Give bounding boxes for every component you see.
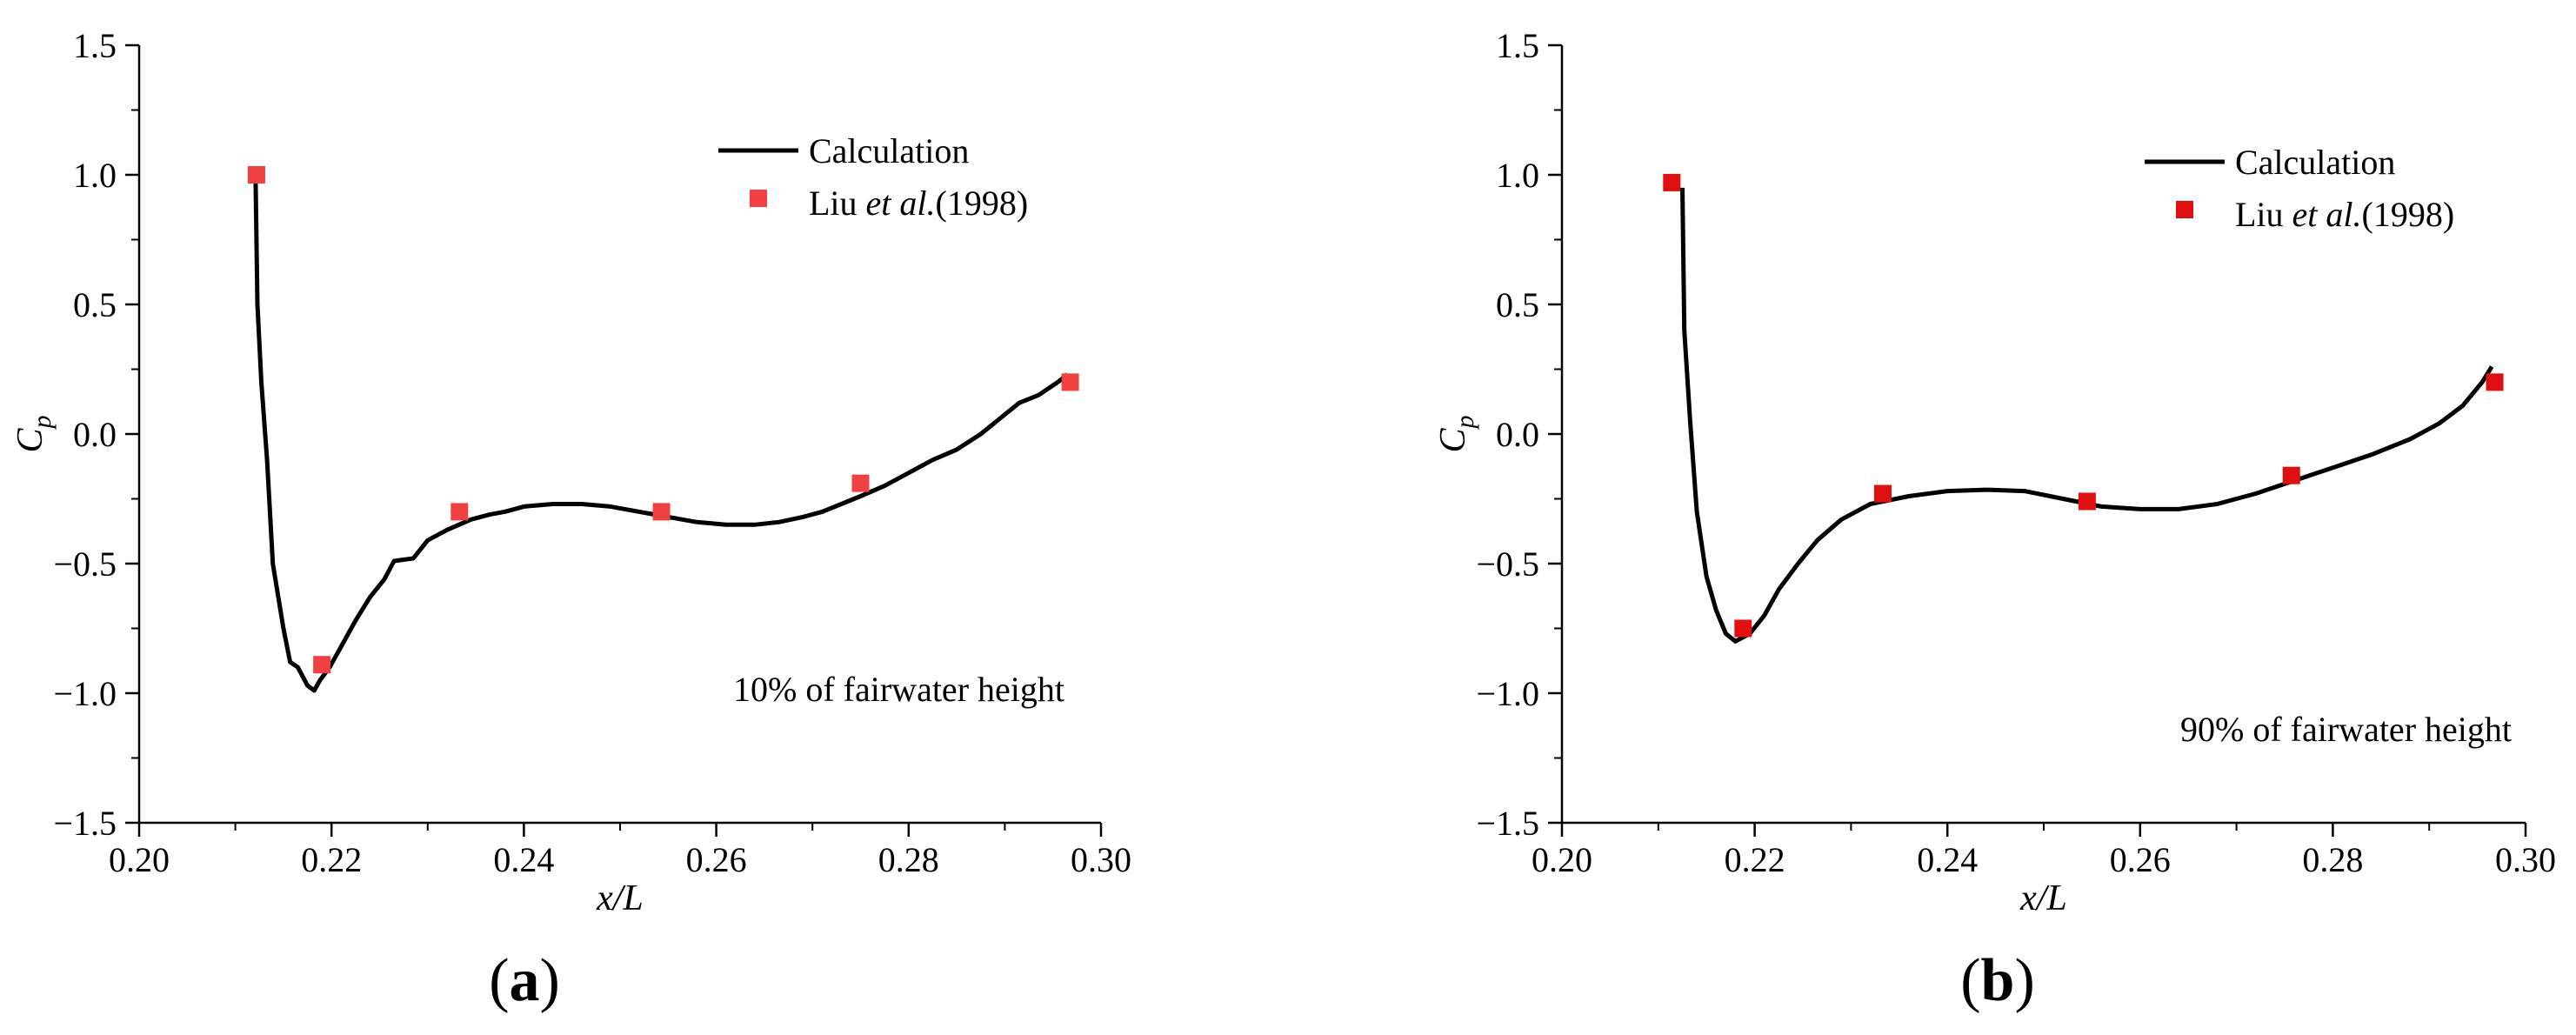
- y-axis-label-main: C: [1433, 428, 1473, 453]
- legend-liu-etal: et al.: [866, 184, 936, 223]
- data-point: [2486, 373, 2504, 391]
- data-point: [851, 474, 870, 492]
- x-tick-label: 0.24: [1917, 840, 1978, 879]
- legend-liu-name: Liu: [2235, 195, 2292, 234]
- y-tick-label: 1.0: [73, 156, 117, 195]
- x-tick-label: 0.26: [686, 840, 747, 879]
- data-point: [450, 503, 469, 521]
- legend-liu-year: (1998): [936, 184, 1029, 223]
- legend-liu-year: (1998): [2362, 195, 2455, 234]
- data-point: [247, 166, 265, 184]
- panel-label: (a): [489, 947, 560, 1014]
- x-tick-label: 0.20: [109, 840, 170, 879]
- x-tick-label: 0.26: [2110, 840, 2171, 879]
- x-tick-label: 0.30: [1071, 840, 1131, 879]
- panel-label: (b): [1960, 947, 2035, 1014]
- y-axis-label: Cp: [10, 415, 57, 452]
- y-axis-label-main: C: [10, 428, 50, 453]
- x-tick-label: 0.28: [2302, 840, 2363, 879]
- y-tick-label: −1.0: [1476, 674, 1539, 713]
- y-tick-label: −1.5: [1476, 804, 1539, 843]
- data-point: [1734, 619, 1752, 638]
- y-tick-label: −1.0: [53, 674, 117, 713]
- y-tick-label: −0.5: [1476, 544, 1539, 584]
- panel-paren-open: (: [489, 947, 509, 1014]
- axes: 0.20 0.22 0.24 0.26 0.28 0.30 −1.5 −1.0 −0.5 0.0 0…: [10, 26, 1131, 918]
- legend-calculation-label: Calculation: [2235, 143, 2395, 182]
- y-tick-label: 1.5: [73, 26, 117, 65]
- x-axis-label: x/L: [2019, 878, 2067, 918]
- panel-a: 0.20 0.22 0.24 0.26 0.28 0.30 −1.5 −1.0 −0.5 0.0 0…: [10, 26, 1131, 1014]
- y-tick-label: −0.5: [53, 544, 117, 584]
- x-tick-label: 0.22: [301, 840, 362, 879]
- y-tick-label: −1.5: [53, 804, 117, 843]
- x-tick-label: 0.20: [1532, 840, 1592, 879]
- legend-liu-swatch: [2176, 201, 2193, 218]
- y-tick-label: 0.5: [73, 285, 117, 324]
- data-point: [1873, 484, 1892, 503]
- x-tick-label: 0.22: [1725, 840, 1785, 879]
- data-point: [2078, 492, 2096, 511]
- x-tick-label: 0.30: [2495, 840, 2556, 879]
- annotation-label: 90% of fairwater height: [2180, 710, 2512, 749]
- panel-letter: a: [510, 947, 540, 1014]
- data-point: [2282, 466, 2300, 484]
- legend-liu-etal: et al.: [2292, 195, 2362, 234]
- x-axis-label: x/L: [596, 878, 644, 918]
- y-tick-label: 1.0: [1496, 156, 1539, 195]
- annotation-label: 10% of fairwater height: [733, 670, 1064, 709]
- legend-calculation-label: Calculation: [809, 131, 969, 170]
- legend-liu-name: Liu: [809, 184, 866, 223]
- panel-letter: b: [1981, 947, 2015, 1014]
- y-axis-label-subscript: p: [1451, 415, 1479, 430]
- calculation-line: [253, 174, 1069, 693]
- y-axis-label: Cp: [1433, 415, 1479, 452]
- panel-paren-open: (: [1960, 947, 1980, 1014]
- panel-paren-close: ): [2014, 947, 2034, 1014]
- panel-paren-close: ): [540, 947, 560, 1014]
- legend-liu-swatch: [750, 190, 767, 207]
- y-tick-label: 0.5: [1496, 285, 1539, 324]
- legend-liu-label: Liu et al.(1998): [2235, 195, 2454, 234]
- data-point: [1061, 373, 1079, 391]
- x-tick-label: 0.24: [493, 840, 554, 879]
- axes: 0.20 0.22 0.24 0.26 0.28 0.30 −1.5 −1.0 −0.5 0.0 0…: [1433, 26, 2556, 918]
- data-point: [1663, 173, 1681, 191]
- legend-liu-label: Liu et al.(1998): [809, 184, 1028, 223]
- x-tick-label: 0.28: [878, 840, 939, 879]
- y-tick-label: 0.0: [1496, 415, 1539, 454]
- y-tick-label: 0.0: [73, 415, 117, 454]
- panel-b: 0.20 0.22 0.24 0.26 0.28 0.30 −1.5 −1.0 −0.5 0.0 0…: [1433, 26, 2556, 1014]
- calculation-line: [1680, 187, 2494, 644]
- data-point: [652, 503, 671, 521]
- data-point: [313, 656, 331, 674]
- y-axis-label-subscript: p: [28, 415, 57, 430]
- y-tick-label: 1.5: [1496, 26, 1539, 65]
